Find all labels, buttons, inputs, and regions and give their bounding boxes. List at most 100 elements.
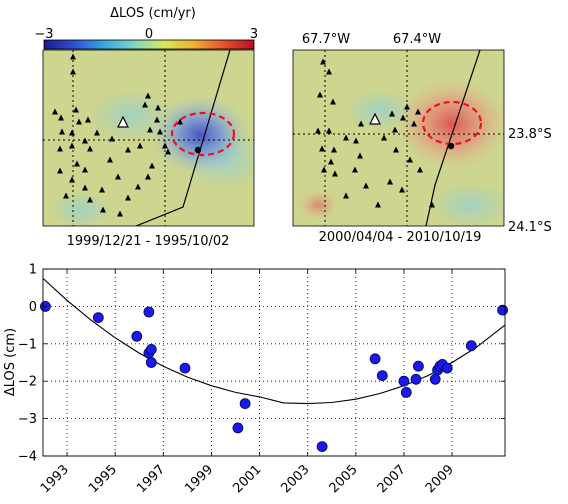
- data-point: [441, 362, 453, 374]
- x-tick-label: 1993: [38, 462, 72, 496]
- data-point: [145, 343, 157, 355]
- map-right-volcano-marker: [447, 142, 455, 150]
- map-right-station-triangle: [353, 137, 359, 144]
- map-right-subsidence-anomaly: [397, 79, 504, 169]
- data-point: [92, 312, 104, 324]
- map-left-stations: [52, 53, 183, 217]
- map-left-station-triangle: [63, 192, 69, 199]
- map-right-station-triangle: [400, 114, 406, 121]
- y-tick-label: −2: [18, 375, 37, 390]
- colorbar-label: ΔLOS (cm/yr): [110, 6, 196, 21]
- map-right-station-triangle: [343, 134, 349, 141]
- map-right-anomaly-outline: [421, 100, 483, 146]
- colorbar-tick-mid: 0: [145, 27, 153, 42]
- map-right-station-triangle: [417, 166, 423, 173]
- map-left-caption: 1999/12/21 - 1995/10/02: [67, 234, 230, 249]
- x-tick-label: 2005: [327, 462, 361, 496]
- data-point: [143, 306, 155, 318]
- lat-label-south: 24.1°S: [508, 220, 552, 235]
- map-right-station-triangle: [331, 146, 337, 153]
- map-left-station-triangle: [69, 129, 75, 136]
- map-left-station-triangle: [52, 108, 58, 115]
- map-left-station-triangle: [137, 142, 143, 149]
- data-point: [410, 373, 422, 385]
- map-left-station-triangle: [85, 116, 91, 123]
- map-left-station-triangle: [125, 146, 131, 153]
- data-point: [239, 398, 251, 410]
- data-point: [429, 373, 441, 385]
- data-point: [232, 422, 244, 434]
- y-tick-label: 1: [29, 263, 37, 278]
- map-right-red-patch: [298, 190, 338, 220]
- fit-curve: [42, 277, 506, 405]
- map-left-station-triangle: [74, 160, 80, 167]
- chart-frame: [42, 268, 506, 457]
- y-tick-label: −1: [18, 337, 37, 352]
- map-left-station-triangle: [87, 145, 93, 152]
- map-left-station-triangle: [76, 118, 82, 125]
- map-left-station-triangle: [57, 167, 63, 174]
- map-left-station-triangle: [142, 101, 148, 108]
- map-left-station-triangle: [135, 183, 141, 190]
- map-right-station-triangle: [315, 127, 321, 134]
- map-left-station-triangle: [115, 173, 121, 180]
- map-right-stations: [315, 58, 435, 208]
- map-right-station-triangle: [326, 68, 332, 75]
- x-tick-label: 1999: [182, 462, 216, 496]
- map-left: 1999/12/21 - 1995/10/02: [42, 49, 255, 249]
- map-right-station-triangle: [407, 156, 413, 163]
- map-left-uplift-anomaly: [150, 95, 250, 175]
- map-right-station-triangle: [381, 134, 387, 141]
- map-right-station-triangle: [375, 201, 381, 208]
- map-left-station-triangle: [73, 106, 79, 113]
- y-tick-label: −4: [18, 450, 37, 465]
- map-right-frame: [292, 49, 505, 227]
- map-right-station-triangle: [357, 152, 363, 159]
- data-point: [369, 353, 381, 365]
- map-left-station-triangle: [154, 116, 160, 123]
- map-left-station-triangle: [87, 196, 93, 203]
- y-tick-label: −3: [18, 412, 37, 427]
- map-right-caption: 2000/04/04 - 2010/10/19: [319, 230, 482, 245]
- colorbar-tick-max: 3: [250, 27, 258, 42]
- data-point: [376, 370, 388, 382]
- map-right-station-triangle: [415, 108, 421, 115]
- map-right-border-line: [425, 50, 481, 226]
- map-left-frame: [42, 49, 255, 227]
- map-left-station-triangle: [59, 128, 65, 135]
- map-left-station-triangle: [117, 210, 123, 217]
- data-point: [131, 330, 143, 342]
- x-ticks: 1993 1995 1997 1999 2001 2003 2005 2007 2009: [38, 269, 457, 496]
- map-left-station-triangle: [57, 145, 63, 152]
- map-right-station-triangle: [352, 166, 358, 173]
- map-left-cyan-patch: [50, 192, 110, 226]
- map-left-station-triangle: [155, 104, 161, 111]
- colorbar-tick-min: −3: [34, 27, 53, 42]
- map-left-station-triangle: [125, 194, 131, 201]
- map-right-station-triangle: [330, 98, 336, 105]
- x-tick-label: 2009: [423, 462, 457, 496]
- map-left-volcano-marker: [194, 146, 202, 154]
- lon-label-west: 67.7°W: [302, 32, 350, 47]
- colorbar: ΔLOS (cm/yr) −3 0 3: [34, 6, 258, 50]
- x-tick-label: 2001: [230, 462, 264, 496]
- map-right-station-triangle: [389, 110, 395, 117]
- lat-label-north: 23.8°S: [508, 127, 552, 142]
- map-left-station-triangle: [145, 173, 151, 180]
- map-right-station-triangle: [358, 120, 364, 127]
- chart-grid: [43, 268, 505, 457]
- map-right-station-triangle: [319, 145, 325, 152]
- map-left-station-triangle: [100, 206, 106, 213]
- map-left-station-triangle: [149, 162, 155, 169]
- time-series-chart: 1 0 −1 −2 −3 −4 1993 1995 1997 1999 2001 2003 2005 2…: [3, 263, 509, 496]
- data-point: [465, 340, 477, 352]
- map-right-station-triangle: [393, 146, 399, 153]
- map-left-white-triangle: [117, 115, 129, 128]
- data-point: [316, 441, 328, 453]
- map-left-station-triangle: [177, 118, 183, 125]
- map-left-station-triangle: [157, 128, 163, 135]
- map-left-station-triangle: [107, 156, 113, 163]
- y-ticks: 1 0 −1 −2 −3 −4: [18, 263, 505, 465]
- map-left-station-triangle: [99, 186, 105, 193]
